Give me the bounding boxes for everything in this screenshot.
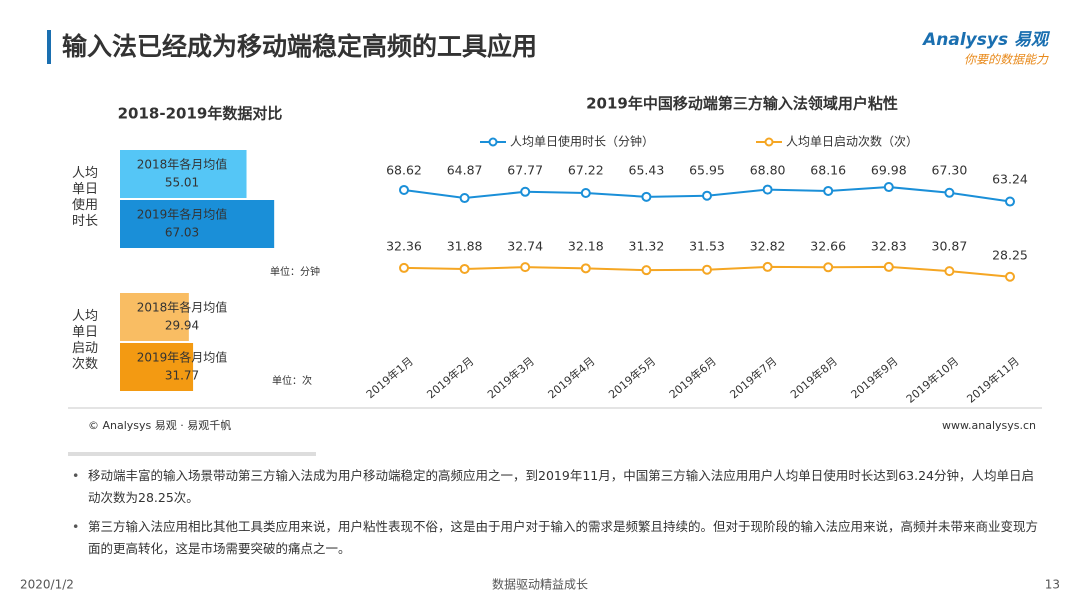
bar-value: 31.77 [165, 369, 199, 383]
point [762, 184, 773, 195]
page-title: 输入法已经成为移动端稳定高频的工具应用 [62, 32, 537, 61]
bullet: 移动端丰富的输入场景带动第三方输入法成为用户移动端稳定的高频应用之一，到2019… [70, 465, 1038, 509]
bar-value: 55.01 [165, 176, 199, 190]
data-label: 64.87 [447, 163, 483, 178]
data-label: 67.30 [932, 163, 968, 178]
logo-slogan: 你要的数据能力 [964, 53, 1049, 67]
bullet: 第三方输入法应用相比其他工具类应用来说，用户粘性表现不俗，这是由于用户对于输入的… [70, 516, 1038, 560]
data-label: 30.87 [932, 239, 968, 254]
data-label: 68.62 [386, 163, 422, 178]
data-label: 68.16 [810, 163, 846, 178]
bar [120, 343, 194, 391]
title-accent [47, 30, 51, 64]
bar [120, 293, 189, 341]
point [883, 182, 894, 193]
x-tick-label: 2019年7月 [727, 354, 780, 401]
unit-label: 单位：次 [272, 374, 312, 387]
data-label: 32.83 [871, 239, 907, 254]
point [641, 191, 652, 202]
data-label: 32.66 [810, 239, 846, 254]
point [520, 186, 531, 197]
page-number: 13 [1045, 578, 1060, 592]
footer-date: 2020/1/2 [20, 578, 74, 592]
bar-value: 29.94 [165, 319, 199, 333]
right-chart-title: 2019年中国移动端第三方输入法领域用户粘性 [586, 95, 898, 113]
bar [120, 200, 275, 248]
data-label: 65.43 [629, 163, 665, 178]
data-label: 63.24 [992, 172, 1028, 187]
x-tick-label: 2019年11月 [964, 354, 1022, 406]
point [702, 190, 712, 201]
legend-label: 人均单日启动次数（次） [786, 134, 918, 149]
x-tick-label: 2019年2月 [424, 354, 477, 401]
point [944, 187, 955, 198]
point [762, 261, 773, 272]
footer-motto: 数据驱动精益成长 [492, 577, 588, 592]
website: www.analysys.cn [942, 419, 1036, 432]
legend-marker [488, 137, 498, 147]
bar-category: 2018年各月均值 [137, 300, 228, 315]
x-tick-label: 2019年5月 [606, 354, 659, 401]
legend-marker [764, 137, 774, 147]
source-bar [68, 452, 316, 456]
point [580, 263, 591, 274]
point [641, 265, 652, 276]
left-chart-title: 2018-2019年数据对比 [118, 105, 283, 123]
bar [120, 150, 247, 198]
point [399, 184, 409, 195]
data-label: 67.77 [507, 163, 543, 178]
data-label: 32.82 [750, 239, 786, 254]
data-label: 69.98 [871, 163, 907, 178]
x-tick-label: 2019年4月 [545, 354, 598, 401]
data-label: 32.18 [568, 239, 604, 254]
legend-label: 人均单日使用时长（分钟） [510, 134, 654, 149]
data-label: 65.95 [689, 163, 725, 178]
bar-value: 67.03 [165, 226, 199, 240]
data-label: 32.74 [507, 239, 543, 254]
group-label: 人均单日启动次数 [72, 309, 99, 372]
point [702, 264, 712, 275]
data-label: 31.53 [689, 239, 725, 254]
bar-category: 2019年各月均值 [137, 350, 228, 365]
unit-label: 单位：分钟 [270, 265, 320, 278]
x-tick-label: 2019年8月 [787, 354, 840, 401]
point [459, 263, 470, 274]
point [580, 187, 591, 198]
point [399, 262, 409, 273]
point [520, 262, 531, 273]
point [883, 261, 894, 272]
x-tick-label: 2019年9月 [848, 354, 901, 401]
point [944, 266, 955, 277]
x-tick-label: 2019年6月 [666, 354, 719, 401]
source: © Analysys 易观 · 易观千帆 [88, 418, 231, 432]
bar-category: 2019年各月均值 [137, 207, 228, 222]
point [1005, 196, 1015, 207]
x-tick-label: 2019年1月 [363, 354, 416, 401]
data-label: 68.80 [750, 163, 786, 178]
point [823, 185, 834, 196]
data-label: 31.32 [629, 239, 665, 254]
bar-category: 2018年各月均值 [137, 157, 228, 172]
data-label: 28.25 [992, 248, 1028, 263]
logo: Analysys 易观 [921, 30, 1051, 50]
group-label: 人均单日使用时长 [72, 166, 99, 229]
data-label: 67.22 [568, 163, 604, 178]
point [823, 262, 834, 273]
x-tick-label: 2019年10月 [903, 354, 961, 406]
data-label: 31.88 [447, 239, 483, 254]
point [1005, 271, 1015, 282]
data-label: 32.36 [386, 239, 422, 254]
point [459, 193, 470, 204]
x-tick-label: 2019年3月 [484, 354, 537, 401]
